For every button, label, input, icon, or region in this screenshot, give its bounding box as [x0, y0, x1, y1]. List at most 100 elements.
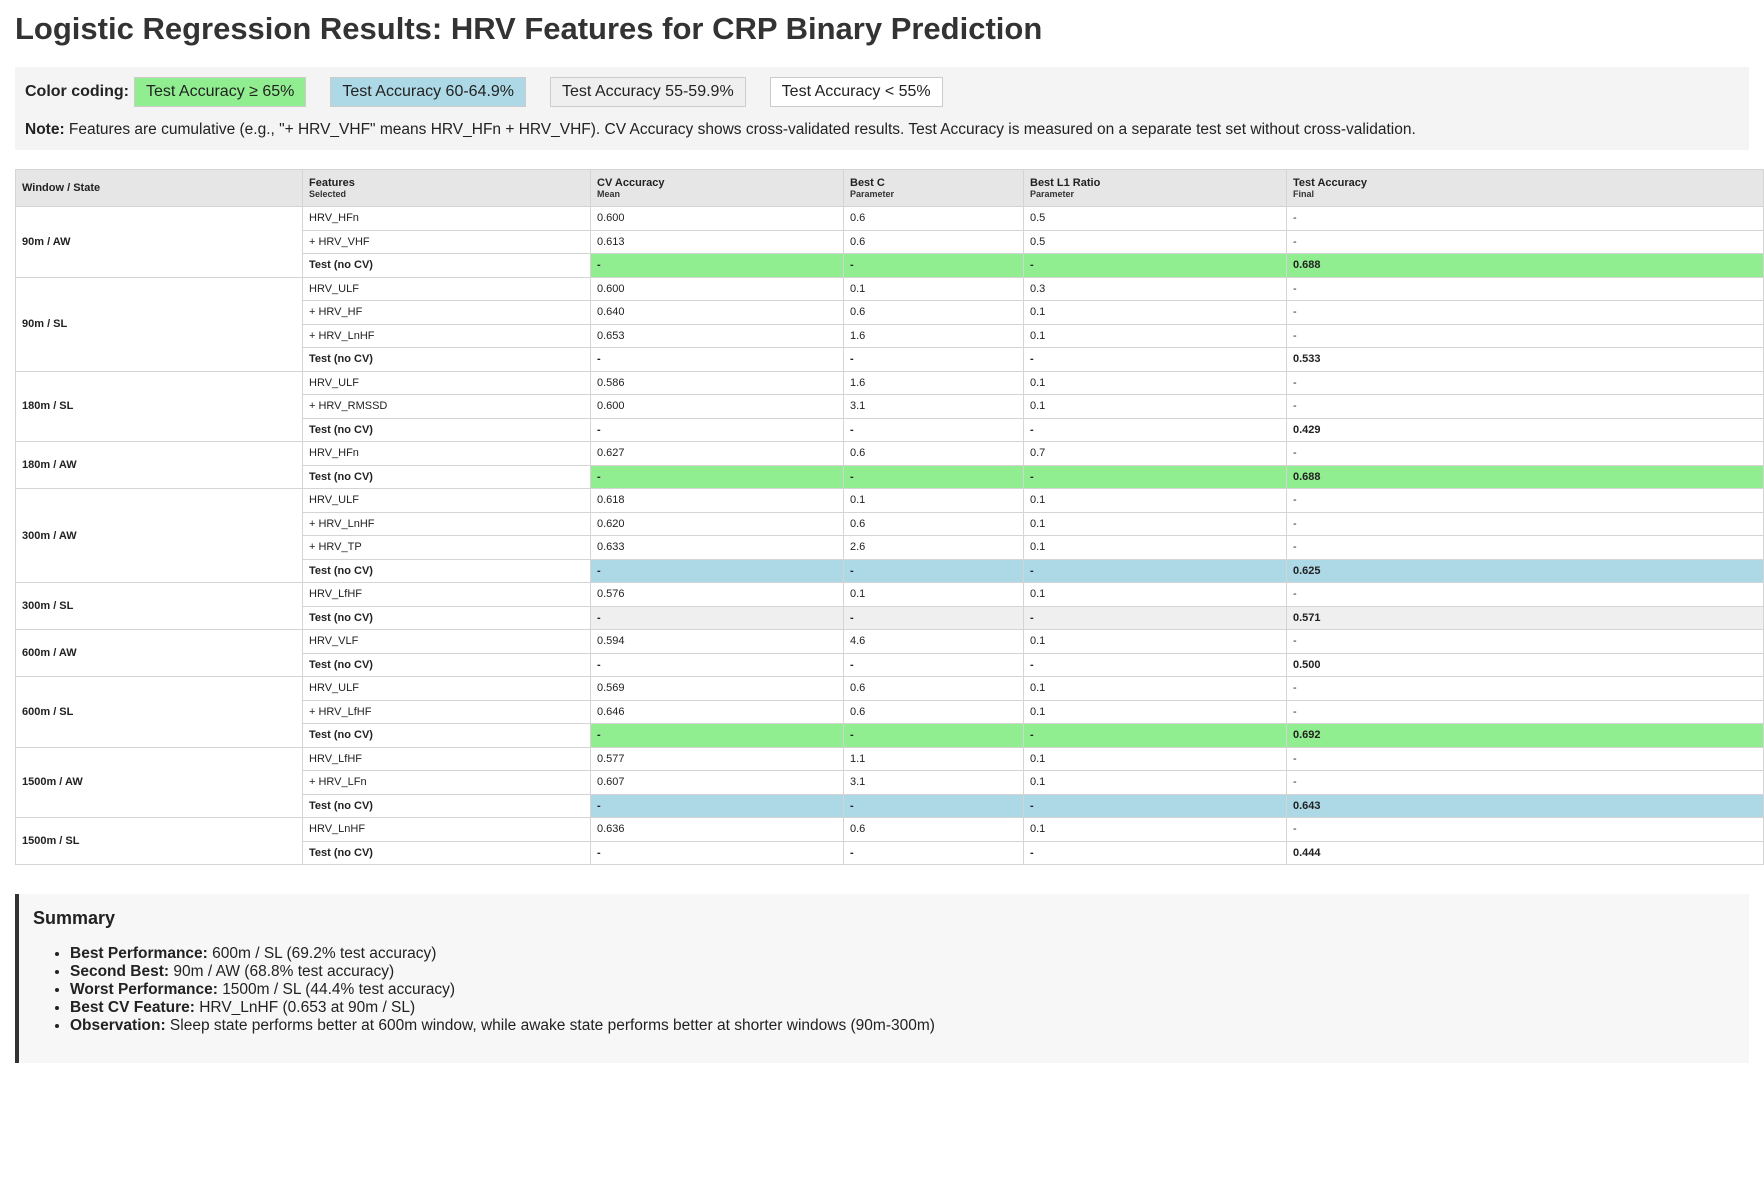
feature-cell: + HRV_LnHF: [302, 323, 591, 348]
test-accuracy-cell: -: [1286, 488, 1764, 513]
feature-cell: HRV_ULF: [302, 276, 591, 301]
test-accuracy-cell: -: [1286, 629, 1764, 654]
table-row: Test (no CV) - - -0.688: [16, 464, 1764, 489]
test-accuracy-cell: -: [1286, 699, 1764, 724]
table-row: + HRV_LfHF 0.646 0.6 0.1-: [16, 699, 1764, 724]
test-accuracy-cell: -: [1286, 229, 1764, 254]
cv-accuracy-cell: 0.576: [590, 582, 844, 607]
best-c-cell: 0.6: [843, 441, 1024, 466]
l1-ratio-cell: 0.1: [1023, 629, 1287, 654]
best-c-cell: -: [843, 652, 1024, 677]
l1-ratio-cell: 0.1: [1023, 676, 1287, 701]
best-c-cell: -: [843, 253, 1024, 278]
table-row: + HRV_TP 0.633 2.6 0.1-: [16, 535, 1764, 560]
best-c-cell: 0.6: [843, 511, 1024, 536]
feature-cell: + HRV_VHF: [302, 229, 591, 254]
summary-item: Observation: Sleep state performs better…: [70, 1017, 1729, 1035]
table-row: + HRV_LnHF 0.620 0.6 0.1-: [16, 511, 1764, 536]
feature-cell: Test (no CV): [302, 605, 591, 630]
table-row: 300m / AW HRV_ULF 0.618 0.1 0.1-: [15, 488, 1764, 583]
table-row: Test (no CV) - - -0.643: [16, 793, 1764, 818]
color-legend: Color coding: Test Accuracy ≥ 65% Test A…: [25, 77, 1739, 107]
note-label: Note:: [25, 121, 65, 138]
test-accuracy-cell: -: [1286, 535, 1764, 560]
l1-ratio-cell: 0.1: [1023, 535, 1287, 560]
l1-ratio-cell: 0.5: [1023, 229, 1287, 254]
summary-item-label: Observation:: [70, 1017, 166, 1034]
l1-ratio-cell: 0.1: [1023, 817, 1287, 842]
l1-ratio-cell: -: [1023, 347, 1287, 372]
best-c-cell: -: [843, 417, 1024, 442]
feature-cell: HRV_HFn: [302, 206, 591, 231]
table-row: 180m / AW HRV_HFn 0.627 0.6 0.7-: [15, 441, 1764, 489]
table-row: 90m / SL HRV_ULF 0.600 0.1 0.3-: [15, 276, 1764, 372]
cv-accuracy-cell: 0.646: [590, 699, 844, 724]
feature-cell: HRV_ULF: [302, 676, 591, 701]
table-row: Test (no CV) - - -0.444: [16, 840, 1764, 865]
feature-cell: Test (no CV): [302, 793, 591, 818]
header-window-state: Window / State: [15, 169, 303, 207]
window-state-cell: 1500m / AW: [15, 746, 303, 818]
feature-cell: + HRV_RMSSD: [302, 394, 591, 419]
cv-accuracy-cell: -: [590, 417, 844, 442]
best-c-cell: 3.1: [843, 394, 1024, 419]
test-accuracy-cell: 0.643: [1286, 793, 1764, 818]
table-row: + HRV_RMSSD 0.600 3.1 0.1-: [16, 394, 1764, 419]
feature-cell: + HRV_TP: [302, 535, 591, 560]
table-row: + HRV_LnHF 0.653 1.6 0.1-: [16, 323, 1764, 348]
test-accuracy-cell: -: [1286, 676, 1764, 701]
cv-accuracy-cell: -: [590, 840, 844, 865]
summary-item: Worst Performance: 1500m / SL (44.4% tes…: [70, 981, 1729, 999]
test-accuracy-cell: -: [1286, 394, 1764, 419]
test-accuracy-cell: -: [1286, 511, 1764, 536]
note: Note: Features are cumulative (e.g., "+ …: [25, 120, 1739, 140]
l1-ratio-cell: 0.1: [1023, 746, 1287, 771]
test-accuracy-cell: -: [1286, 206, 1764, 231]
cv-accuracy-cell: 0.640: [590, 300, 844, 325]
l1-ratio-cell: -: [1023, 793, 1287, 818]
table-row: Test (no CV) - - -0.429: [16, 417, 1764, 442]
table-row: 300m / SL HRV_LfHF 0.576 0.1 0.1-: [15, 582, 1764, 630]
table-row: + HRV_HF 0.640 0.6 0.1-: [16, 300, 1764, 325]
summary-item: Best CV Feature: HRV_LnHF (0.653 at 90m …: [70, 999, 1729, 1017]
feature-cell: Test (no CV): [302, 464, 591, 489]
table-row: 1500m / SL HRV_LnHF 0.636 0.6 0.1-: [15, 817, 1764, 865]
summary-item: Best Performance: 600m / SL (69.2% test …: [70, 945, 1729, 963]
test-accuracy-cell: -: [1286, 770, 1764, 795]
l1-ratio-cell: -: [1023, 723, 1287, 748]
header-best-c: Best C Parameter: [843, 169, 1024, 207]
cv-accuracy-cell: 0.600: [590, 276, 844, 301]
best-c-cell: -: [843, 840, 1024, 865]
test-accuracy-cell: 0.692: [1286, 723, 1764, 748]
summary-item-label: Second Best:: [70, 963, 170, 980]
feature-cell: HRV_VLF: [302, 629, 591, 654]
window-state-cell: 180m / SL: [15, 370, 303, 442]
best-c-cell: 0.1: [843, 488, 1024, 513]
summary-title: Summary: [33, 908, 116, 928]
table-row: + HRV_VHF 0.613 0.6 0.5-: [16, 229, 1764, 254]
table-header-row: Window / State Features Selected CV Accur…: [15, 169, 1764, 207]
test-accuracy-cell: 0.688: [1286, 464, 1764, 489]
cv-accuracy-cell: 0.577: [590, 746, 844, 771]
l1-ratio-cell: -: [1023, 464, 1287, 489]
test-accuracy-cell: -: [1286, 300, 1764, 325]
best-c-cell: 1.6: [843, 323, 1024, 348]
feature-cell: + HRV_LfHF: [302, 699, 591, 724]
cv-accuracy-cell: -: [590, 723, 844, 748]
header-test-accuracy: Test Accuracy Final: [1286, 169, 1764, 207]
cv-accuracy-cell: 0.636: [590, 817, 844, 842]
test-accuracy-cell: 0.429: [1286, 417, 1764, 442]
summary-item-text: 1500m / SL (44.4% test accuracy): [222, 981, 456, 998]
best-c-cell: 0.6: [843, 676, 1024, 701]
test-accuracy-cell: -: [1286, 276, 1764, 301]
cv-accuracy-cell: 0.586: [590, 370, 844, 395]
header-cv-accuracy: CV Accuracy Mean: [590, 169, 844, 207]
l1-ratio-cell: 0.1: [1023, 370, 1287, 395]
window-state-cell: 180m / AW: [15, 441, 303, 489]
test-accuracy-cell: 0.444: [1286, 840, 1764, 865]
cv-accuracy-cell: -: [590, 253, 844, 278]
summary-item-label: Best CV Feature:: [70, 999, 195, 1016]
cv-accuracy-cell: 0.594: [590, 629, 844, 654]
window-state-cell: 1500m / SL: [15, 817, 303, 865]
best-c-cell: 0.6: [843, 817, 1024, 842]
